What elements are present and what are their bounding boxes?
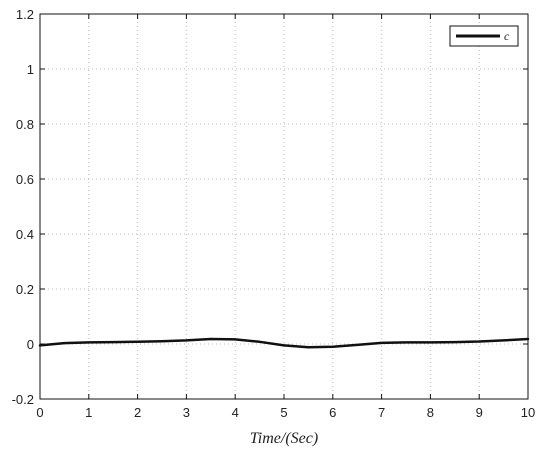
y-tick-label: 0.8 bbox=[16, 117, 34, 132]
x-tick-labels: 0 1 2 3 4 5 6 7 8 9 10 bbox=[36, 405, 535, 420]
x-tick-label: 2 bbox=[134, 405, 141, 420]
x-tick-label: 1 bbox=[85, 405, 92, 420]
x-tick-label: 6 bbox=[329, 405, 336, 420]
y-tick-label: 0.4 bbox=[16, 227, 34, 242]
y-tick-label: 0 bbox=[27, 337, 34, 352]
grid bbox=[40, 14, 528, 399]
legend-label-c: c bbox=[504, 29, 510, 43]
series-line-c bbox=[38, 337, 530, 349]
x-tick-label: 7 bbox=[378, 405, 385, 420]
x-tick-label: 9 bbox=[476, 405, 483, 420]
x-tick-label: 0 bbox=[36, 405, 43, 420]
x-axis-label: Time/(Sec) bbox=[250, 430, 318, 447]
y-tick-label: 0.2 bbox=[16, 282, 34, 297]
x-tick-label: 4 bbox=[232, 405, 239, 420]
y-tick-label: 1 bbox=[27, 62, 34, 77]
y-tick-label: -0.2 bbox=[12, 392, 34, 407]
ticks bbox=[39, 13, 529, 400]
x-tick-label: 3 bbox=[183, 405, 190, 420]
y-tick-label: 1.2 bbox=[16, 7, 34, 22]
series-layer bbox=[38, 337, 530, 349]
y-tick-labels: -0.2 0 0.2 0.4 0.6 0.8 1 1.2 bbox=[12, 7, 34, 407]
x-tick-label: 5 bbox=[280, 405, 287, 420]
x-tick-label: 8 bbox=[427, 405, 434, 420]
legend: c bbox=[449, 25, 519, 47]
y-tick-label: 0.6 bbox=[16, 172, 34, 187]
x-tick-label: 10 bbox=[521, 405, 535, 420]
